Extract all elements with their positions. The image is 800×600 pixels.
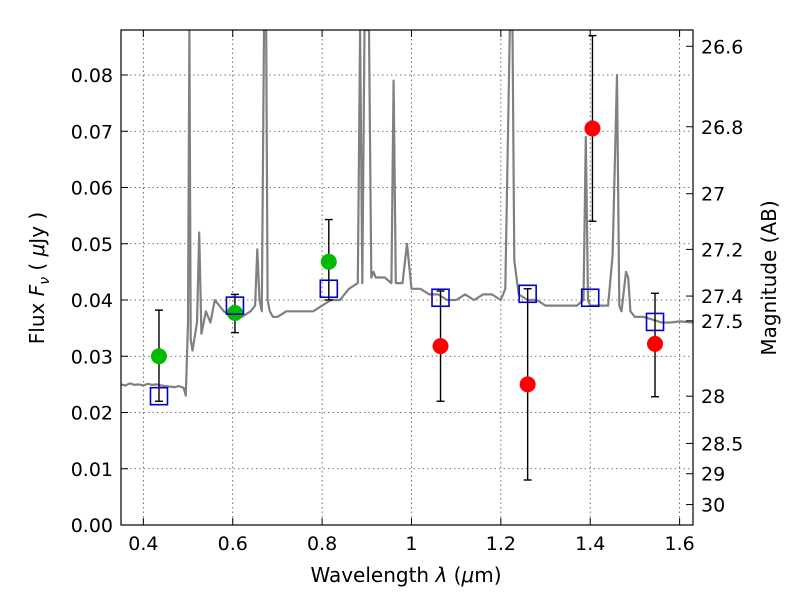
model-square [319,279,339,299]
green-data-point [150,348,167,365]
x-tick-label: 1.6 [664,533,694,555]
y-axis: 0.00 0.01 0.02 0.03 0.04 0.05 0.06 0.07 0.08 [71,65,128,537]
x-tick-label: 1.2 [486,533,516,555]
y2-tick-label: 27 [701,184,725,206]
red-data-point [584,120,601,137]
plot-area [121,30,693,481]
y-tick-label: 0.03 [71,346,113,368]
y-tick-label: 0.06 [71,178,113,200]
x-tick-label: 1 [405,533,417,555]
y-tick-label: 0.04 [71,290,113,312]
model-square [149,386,169,406]
y2-tick-label: 26.8 [701,117,743,139]
y2-tick-label: 29 [701,464,725,486]
x-tick-label: 0.4 [128,533,158,555]
y2-axis: 26.6 26.8 27 27.2 27.4 27.5 28 28.5 29 30 [686,36,743,517]
y2-tick-label: 27.5 [701,311,743,333]
y2-tick-label: 30 [701,495,725,517]
x-tick-label: 1.4 [575,533,605,555]
model-square [580,288,600,308]
model-square [645,312,665,332]
y-axis-title: Flux Fν ( μJy ) [25,212,53,344]
red-data-point [647,335,664,352]
y2-tick-label: 27.4 [701,286,743,308]
y-tick-label: 0.01 [71,459,113,481]
marker-layer [149,120,665,406]
green-data-point [320,253,337,270]
spectrum-layer [121,30,693,397]
model-square [225,296,245,315]
green-data-point [226,304,243,321]
x-axis: 0.4 0.6 0.8 1 1.2 1.4 1.6 [128,30,695,555]
y-tick-label: 0.00 [71,515,113,537]
spectrum-line [121,30,693,397]
model-square [518,284,537,304]
model-square [431,288,450,308]
plot-frame [120,29,694,526]
y-tick-label: 0.08 [71,65,113,87]
y2-tick-label: 28 [701,386,725,408]
red-data-point [519,376,536,393]
y-tick-label: 0.07 [71,121,113,143]
y2-tick-label: 28.5 [701,433,743,455]
y2-tick-label: 26.6 [701,36,743,58]
y-tick-label: 0.02 [71,403,113,425]
x-axis-title: Wavelength λ (μm) [310,563,501,587]
y-tick-label: 0.05 [71,234,113,256]
x-tick-label: 0.6 [218,533,248,555]
red-data-point [432,338,449,355]
y2-axis-title: Magnitude (AB) [757,200,781,355]
x-tick-label: 0.8 [307,533,337,555]
y2-tick-label: 27.2 [701,239,743,261]
